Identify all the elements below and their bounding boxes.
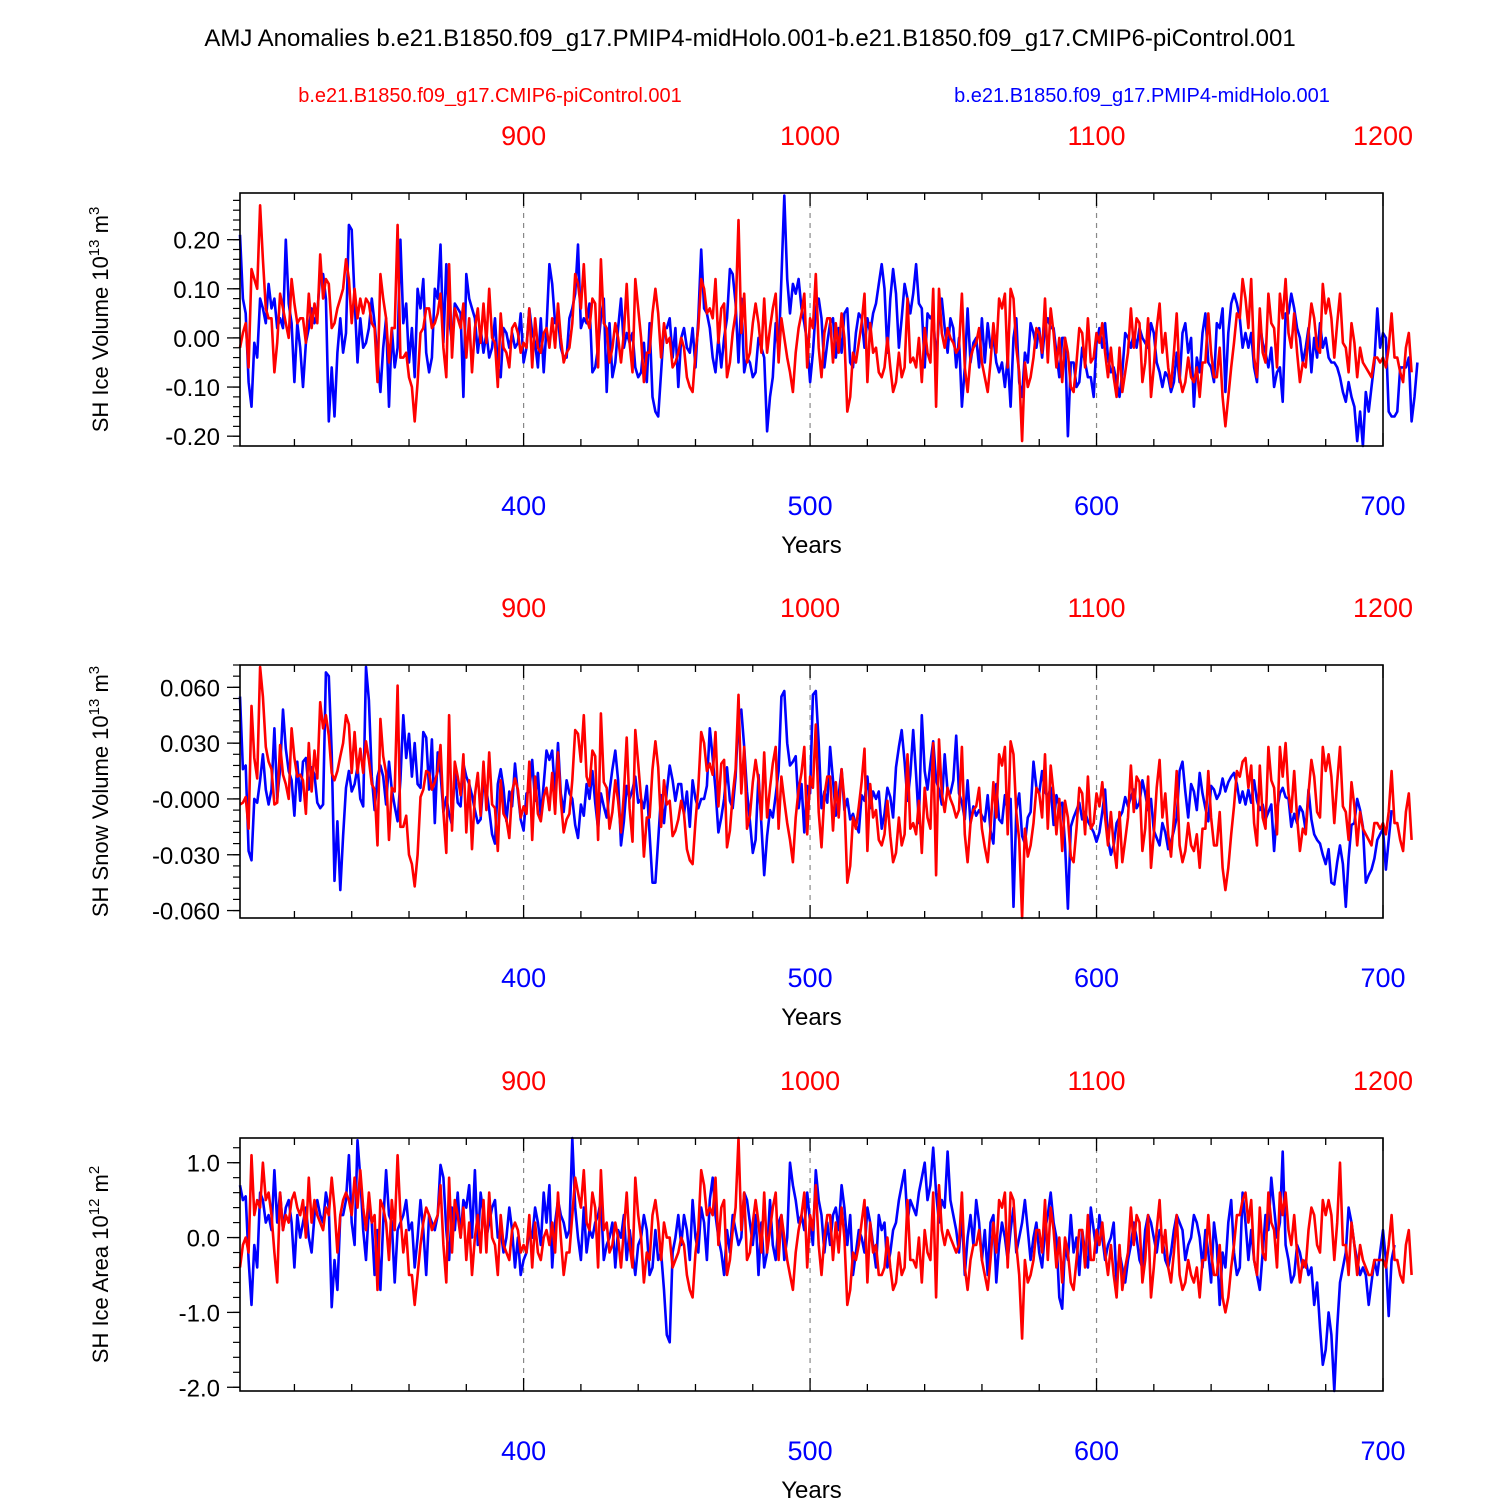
x-tick-label-top: 1200 (1353, 1066, 1413, 1096)
x-tick-label-top: 1000 (780, 1066, 840, 1096)
y-label-superscript: 13 (86, 240, 103, 257)
x-tick-label-bottom: 600 (1074, 491, 1119, 521)
x-tick-label-bottom: 600 (1074, 1436, 1119, 1466)
x-tick-label-bottom: 400 (501, 1436, 546, 1466)
series-line-midholo (238, 194, 1419, 448)
y-tick-label: 0.10 (173, 277, 220, 304)
x-tick-label-top: 1200 (1353, 593, 1413, 623)
y-tick-label: -0.030 (152, 843, 220, 870)
x-tick-label-top: 1100 (1068, 1066, 1126, 1096)
y-label-superscript: 2 (86, 1166, 103, 1174)
y-label-text: m (88, 1174, 113, 1198)
series-line-midholo (238, 665, 1393, 911)
series-line-picontrol (238, 204, 1413, 443)
y-label-superscript: 3 (86, 207, 103, 215)
y-tick-label: 0.030 (160, 731, 220, 758)
x-tick-label-bottom: 400 (501, 963, 546, 993)
y-tick-label: 0.20 (173, 228, 220, 255)
x-tick-label-bottom: 700 (1360, 491, 1405, 521)
series-line-picontrol (238, 1136, 1413, 1340)
legend-midholo: b.e21.B1850.f09_g17.PMIP4-midHolo.001 (954, 85, 1330, 107)
y-tick-label: -0.10 (165, 375, 220, 402)
x-tick-label-bottom: 500 (788, 491, 833, 521)
x-axis-label: Years (781, 1477, 842, 1500)
x-tick-label-top: 900 (501, 121, 546, 151)
series-line-picontrol (239, 665, 1413, 920)
x-tick-label-bottom: 700 (1360, 1436, 1405, 1466)
x-tick-label-top: 1000 (780, 121, 840, 151)
y-tick-label: 1.0 (187, 1151, 220, 1178)
panel-ice-area: 400 500 600 700 900 1000 1100 1200 Years -2.0 -1.0… (86, 1066, 1413, 1500)
y-tick-label: -2.0 (179, 1375, 220, 1402)
y-label-superscript: 3 (86, 666, 103, 674)
x-axis-label: Years (781, 1004, 842, 1031)
y-label-text: SH Snow Volume 10 (88, 715, 113, 917)
x-axis-label: Years (781, 532, 842, 559)
y-tick-label: -1.0 (179, 1300, 220, 1327)
plot-frame (239, 192, 1384, 447)
x-tick-label-top: 1200 (1353, 121, 1413, 151)
panel-snow-volume: 400 500 600 700 900 1000 1100 1200 Years -0.060 -0… (86, 593, 1413, 1031)
y-axis-label: SH Snow Volume 1013 m3 (86, 666, 113, 917)
y-tick-label: -0.20 (165, 424, 220, 451)
y-label-text: m (88, 215, 113, 239)
y-tick-label: -0.060 (152, 899, 220, 926)
y-label-superscript: 13 (86, 699, 103, 716)
plot-frame (239, 664, 1384, 919)
x-tick-label-bottom: 700 (1360, 963, 1405, 993)
y-tick-label: 0.060 (160, 675, 220, 702)
x-tick-label-bottom: 500 (788, 963, 833, 993)
plot-frame (239, 1137, 1384, 1392)
y-label-text: m (88, 674, 113, 698)
y-label-text: SH Ice Area 10 (88, 1215, 113, 1363)
x-tick-label-top: 1100 (1068, 593, 1126, 623)
panels-group: 400 500 600 700 900 1000 1100 1200 Years -0.20 -0.… (86, 121, 1419, 1500)
x-tick-label-top: 1000 (780, 593, 840, 623)
x-tick-label-bottom: 500 (788, 1436, 833, 1466)
y-axis-label: SH Ice Volume 1013 m3 (86, 207, 113, 433)
x-tick-label-bottom: 400 (501, 491, 546, 521)
y-label-superscript: 12 (86, 1199, 103, 1216)
panel-ice-volume: 400 500 600 700 900 1000 1100 1200 Years -0.20 -0.… (86, 121, 1419, 559)
x-tick-label-top: 900 (501, 593, 546, 623)
y-tick-label: -0.000 (152, 787, 220, 814)
legend-picontrol: b.e21.B1850.f09_g17.CMIP6-piControl.001 (298, 85, 682, 107)
y-tick-label: 0.00 (173, 326, 220, 353)
y-tick-label: 0.0 (187, 1226, 220, 1253)
y-axis-label: SH Ice Area 1012 m2 (86, 1166, 113, 1363)
x-tick-label-bottom: 600 (1074, 963, 1119, 993)
x-tick-label-top: 1100 (1068, 121, 1126, 151)
x-tick-label-top: 900 (501, 1066, 546, 1096)
y-label-text: SH Ice Volume 10 (88, 256, 113, 432)
chart-title: AMJ Anomalies b.e21.B1850.f09_g17.PMIP4-… (204, 25, 1295, 52)
